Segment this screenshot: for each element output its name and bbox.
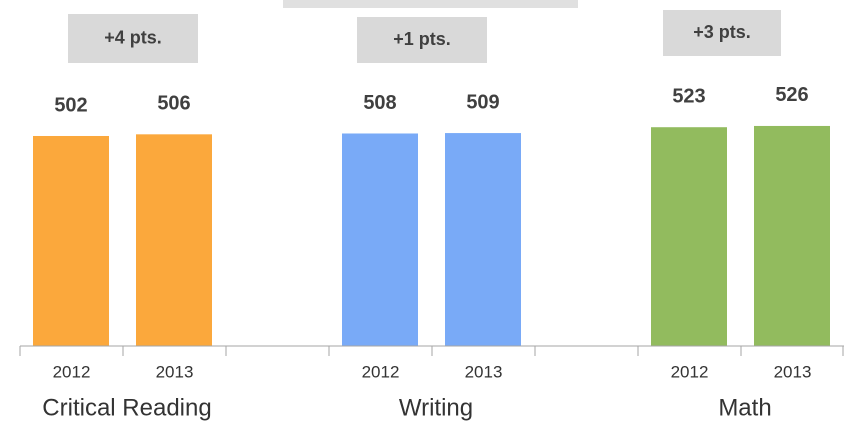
value-label: 526 [775,84,808,106]
value-label: 509 [466,91,499,113]
annotation-box [68,14,198,63]
value-label: 502 [54,94,87,116]
annotation: +3 pts. [693,22,751,42]
category-label: Writing [399,394,473,421]
bar [342,133,418,346]
category-label: Critical Reading [42,394,211,421]
annotation: +1 pts. [393,29,451,49]
value-label: 508 [363,92,396,114]
bar [754,125,830,346]
x-tick-label: 2013 [774,362,812,381]
x-tick-label: 2012 [671,362,709,381]
bar [33,135,109,346]
annotation-box [663,10,781,56]
annotation-box [357,17,487,63]
bar [651,127,727,346]
x-tick-label: 2012 [362,362,400,381]
header-box [283,0,578,8]
value-label: 523 [672,85,705,107]
value-label: 506 [157,93,190,115]
x-tick-label: 2013 [156,362,194,381]
x-tick-label: 2012 [53,362,91,381]
annotation: +4 pts. [104,27,162,47]
bar [445,133,521,346]
bar [136,134,212,346]
x-tick-label: 2013 [465,362,503,381]
category-label: Math [718,394,771,421]
